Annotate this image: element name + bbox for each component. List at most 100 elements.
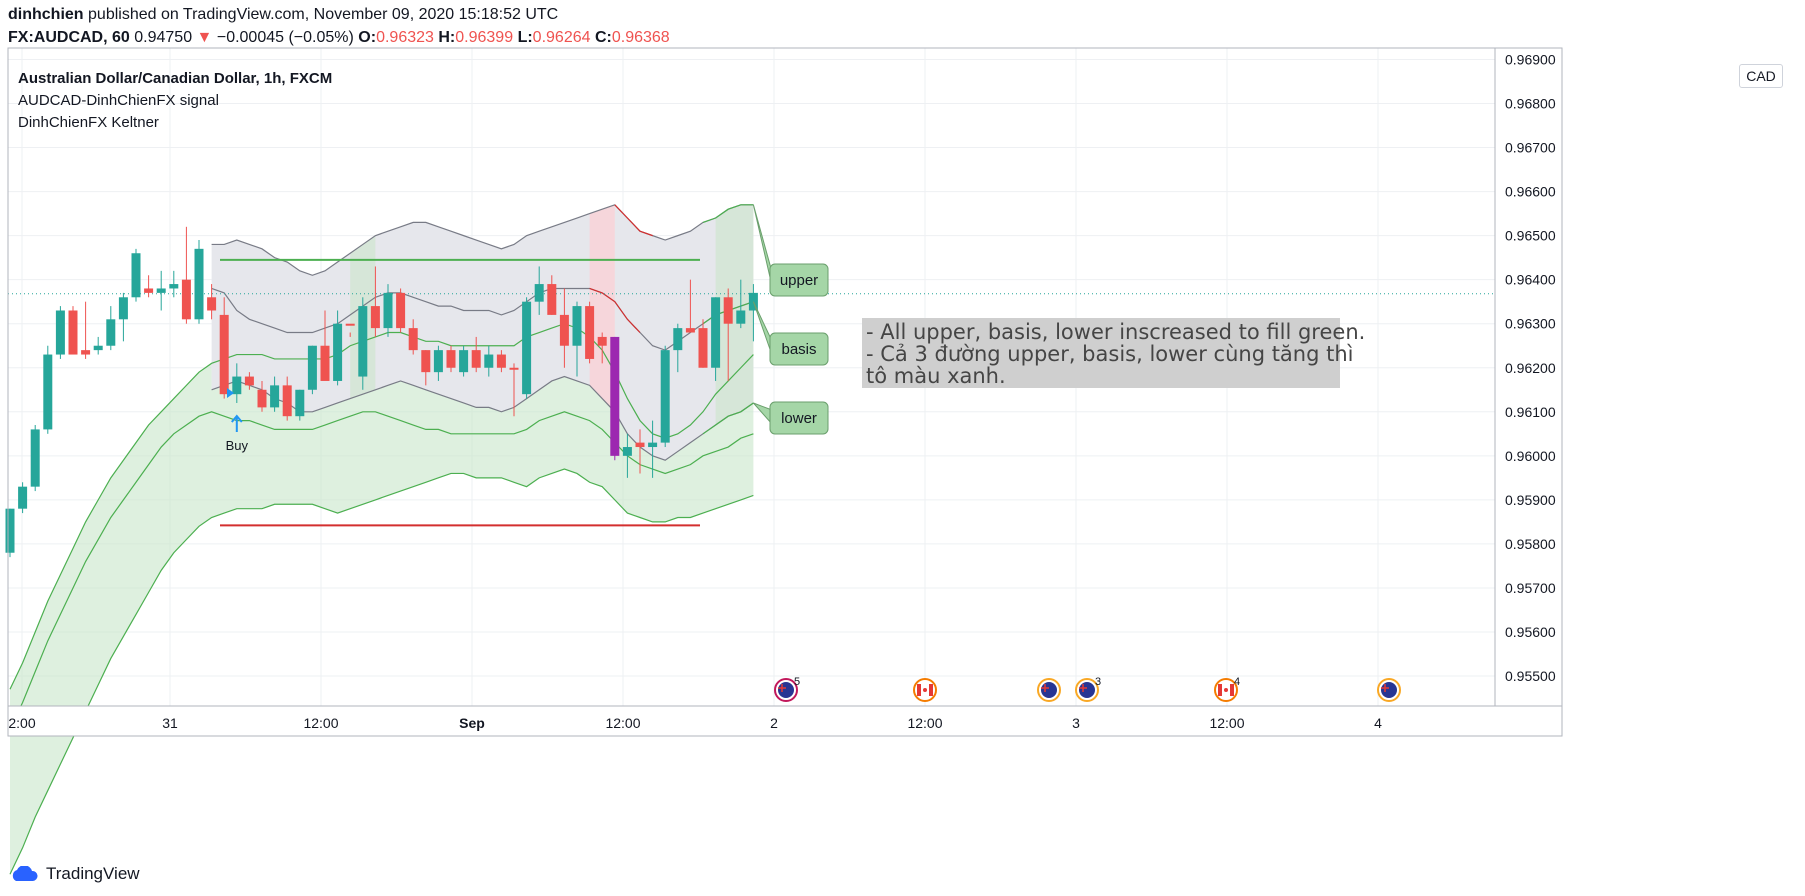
ca-flag-band (1218, 684, 1222, 696)
candle-body (408, 328, 418, 351)
candle-body (156, 288, 166, 293)
outer-basis-line (9, 411, 754, 730)
close-label: C: (594, 29, 612, 46)
y-tick-label: 0.96100 (1505, 404, 1556, 420)
au-flag-cross (778, 684, 786, 692)
y-tick-label: 0.96400 (1505, 272, 1556, 288)
candle-body (534, 284, 544, 302)
note-box (862, 318, 1340, 388)
callout-box (769, 332, 829, 366)
axes: 0.96900 0.96800 0.96700 0.96600 0.96500 0.964… (7, 47, 1563, 737)
candle-body (169, 284, 179, 289)
x-tick-label: 12:00 (907, 715, 942, 731)
candle-body (496, 354, 506, 368)
y-tick-label: 0.96900 (1505, 51, 1556, 67)
candle-body (232, 376, 242, 395)
candle-body (5, 508, 15, 553)
y-tick-label: 0.96000 (1505, 448, 1556, 464)
callout-label: lower (781, 410, 817, 427)
candle-body (282, 385, 292, 417)
y-tick-label: 0.96800 (1505, 95, 1556, 111)
event-count: 3 (1095, 676, 1101, 688)
au-flag-icon (1381, 682, 1397, 698)
candle-body (547, 284, 557, 315)
green-segment-fill (715, 204, 754, 426)
callout-pointer (753, 402, 773, 426)
candle-body (68, 310, 78, 355)
close-value: 0.96368 (611, 29, 670, 46)
x-tick-label: Sep (459, 715, 485, 731)
ca-flag-band (1230, 684, 1234, 696)
candle-body (673, 328, 683, 351)
candle-body (244, 376, 254, 386)
author-name[interactable]: dinhchien (8, 6, 84, 23)
symbol-label[interactable]: FX:AUDCAD, 60 (8, 29, 130, 46)
x-tick-label: 2 (770, 715, 778, 731)
last-price: 0.94750 (134, 29, 193, 46)
candle-body (320, 345, 330, 381)
callout-label: basis (781, 341, 816, 358)
cloud-icon (12, 866, 38, 881)
callout-box (769, 401, 829, 435)
candle-body (522, 301, 532, 395)
candle-body (484, 354, 494, 368)
publish-info: published on TradingView.com, November 0… (88, 6, 559, 23)
candle-body (648, 442, 658, 448)
candle-body (622, 447, 632, 456)
open-label: O: (358, 29, 377, 46)
event-count: 4 (1234, 676, 1240, 688)
au-flag-icon (778, 682, 794, 698)
candle-body (270, 385, 280, 408)
candle-body (307, 345, 317, 390)
candle-body (131, 253, 141, 298)
y-tick-label: 0.96200 (1505, 360, 1556, 376)
y-tick-label: 0.96700 (1505, 140, 1556, 156)
currency-button[interactable]: CAD (1739, 64, 1783, 88)
au-flag-icon (1041, 682, 1057, 698)
open-value: 0.96323 (376, 29, 434, 46)
y-tick-label: 0.95500 (1505, 668, 1556, 684)
outer-lower-line (9, 468, 754, 875)
candle-body (370, 306, 380, 329)
candle-body (383, 292, 393, 329)
brand-name: TradingView (46, 864, 140, 883)
candle-body (118, 297, 128, 320)
candle-body (559, 314, 569, 346)
candle-body (181, 279, 191, 320)
candle-body (106, 319, 116, 346)
candle-body (698, 328, 708, 368)
publish-line: dinhchien published on TradingView.com, … (8, 6, 558, 24)
legend-title[interactable]: Australian Dollar/Canadian Dollar, 1h, F… (18, 70, 333, 87)
price-axis-panel (1494, 47, 1563, 707)
keltner-upper-green (702, 204, 754, 223)
x-tick-label: 2:00 (8, 715, 35, 731)
low-value: 0.96264 (532, 29, 591, 46)
symbol-ohlc-line: FX:AUDCAD, 60 0.94750 ▼ −0.00045 (−0.05%… (8, 29, 670, 47)
candle-body (711, 297, 721, 368)
keltner-upper-red (614, 204, 653, 237)
candle-body (660, 350, 670, 443)
candle-body (433, 350, 443, 373)
legend-indicator-keltner[interactable]: DinhChienFX Keltner (18, 114, 159, 131)
legend-indicator-signal[interactable]: AUDCAD-DinhChienFX signal (18, 92, 219, 109)
outer-band-fill (10, 323, 754, 875)
candle-body (685, 328, 695, 333)
candle-body (736, 310, 746, 324)
candle-body (30, 429, 40, 487)
au-flag-cross (1381, 684, 1389, 692)
candle-body (81, 350, 91, 355)
annotations: Buy upper basis lower - All upper, basis, lo… (226, 204, 1401, 702)
candle-body (509, 367, 519, 370)
chart-legend: Australian Dollar/Canadian Dollar, 1h, F… (18, 68, 332, 134)
candle-body (194, 248, 204, 320)
buy-arrow-icon (231, 414, 243, 432)
candle-body (219, 314, 229, 395)
event-count: 5 (794, 676, 800, 688)
candle-body (635, 442, 645, 448)
ca-flag-leaf (1224, 688, 1228, 692)
time-axis-panel (7, 705, 1563, 737)
note-line: tô màu xanh. (866, 364, 1006, 388)
high-value: 0.96399 (455, 29, 514, 46)
tradingview-logo[interactable]: TradingView (10, 864, 140, 884)
